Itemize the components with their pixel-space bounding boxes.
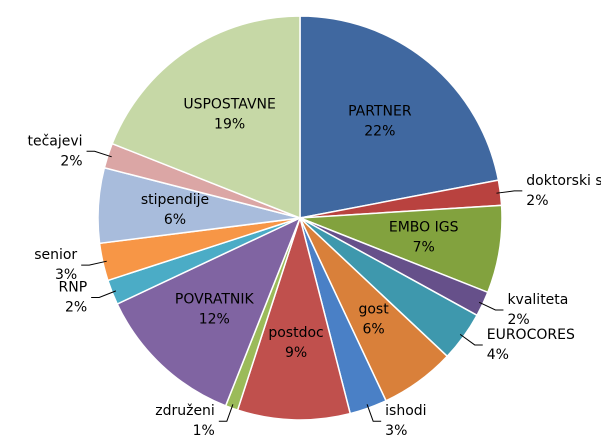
slice-value-label: 6% [164,212,186,228]
slice-label: kvaliteta [507,292,568,308]
slice-value-label: 2% [60,153,82,169]
leader-line [366,404,382,422]
pie-slice [111,15,301,220]
slice-label: tečajevi [28,133,83,149]
slice-label: gost [358,301,389,317]
slice-label: stipendije [141,192,209,208]
leader-line [218,404,234,422]
leader-line [496,190,523,194]
leader-line [81,260,107,266]
slice-value-label: 19% [214,116,245,132]
slice-value-label: 6% [363,321,385,337]
slice-value-label: 2% [526,193,548,209]
pie-slice [236,215,352,421]
slice-label: POVRATNIK [175,291,255,307]
slice-label: EMBO IGS [389,220,459,236]
slice-value-label: 3% [385,423,407,436]
slice-value-label: 1% [193,423,215,436]
leader-line [459,333,483,346]
leader-line [478,301,504,311]
slice-label: USPOSTAVNE [183,96,276,112]
slice-label: postdoc [268,325,323,341]
slice-label: PARTNER [348,104,412,120]
slice-label: EUROCORES [487,327,575,343]
leader-line [86,150,112,158]
pie-slice [116,216,302,407]
slice-value-label: 7% [413,240,435,256]
slice-value-label: 2% [507,312,529,328]
slice-value-label: 2% [65,300,87,316]
leader-line [91,290,117,299]
slice-label: ishodi [385,403,426,419]
slice-value-label: 3% [55,267,77,283]
slice-value-label: 22% [364,124,395,140]
slice-label: združeni [155,403,215,419]
slice-value-label: 12% [199,311,230,327]
slice-label: doktorski studiji [526,173,601,189]
slice-label: RNP [59,280,88,296]
slice-label: senior [34,247,77,263]
slice-value-label: 9% [285,345,307,361]
slice-value-label: 4% [487,347,509,363]
pie-slice [299,15,500,219]
